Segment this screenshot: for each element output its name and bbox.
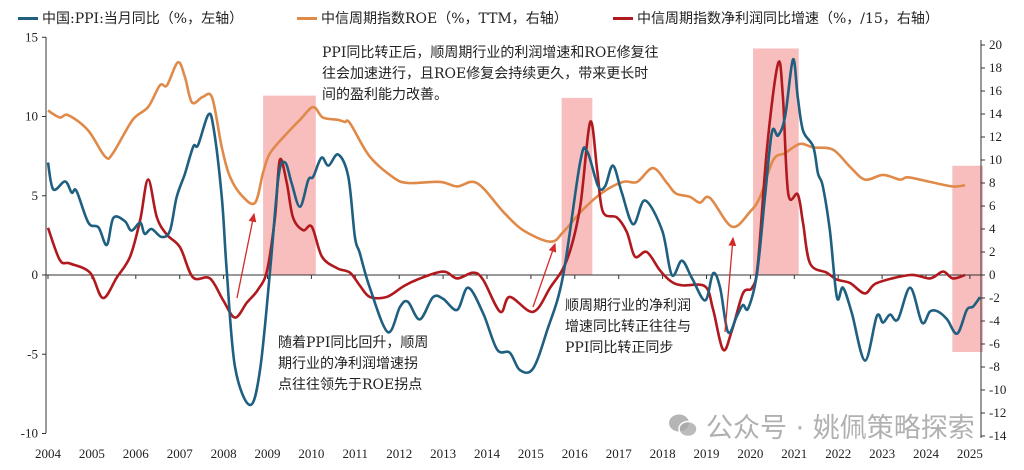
annotation-line: 期行业的净利润增速拐: [278, 356, 418, 372]
x-tick-label: 2007: [167, 446, 194, 461]
x-tick-label: 2014: [474, 446, 501, 461]
right-tick-label: 6: [989, 198, 996, 213]
annotation-profit-leads: 随着PPI同比回升，顺周 期行业的净利润增速拐 点往往领先于ROE拐点: [278, 333, 428, 396]
legend-label: 中信周期指数ROE（%，TTM，右轴）: [321, 11, 568, 27]
right-tick-label: -10: [989, 382, 1006, 397]
x-tick-label: 2016: [562, 446, 589, 461]
x-tick-label: 2012: [386, 446, 412, 461]
legend-item-profit: 中信周期指数净利润同比增速（%，/15，右轴）: [613, 8, 939, 28]
right-tick-label: -2: [989, 290, 1000, 305]
series-profit-growth-line: [46, 60, 966, 352]
left-tick-label: -10: [21, 426, 38, 441]
right-tick-label: -14: [989, 428, 1007, 443]
annotation-line: PPI同比转正后，顺周期行业的利润增速和ROE修复往: [322, 45, 659, 61]
x-tick-label: 2022: [825, 446, 851, 461]
legend-item-roe: 中信周期指数ROE（%，TTM，右轴）: [297, 8, 568, 28]
right-tick-label: -12: [989, 405, 1006, 420]
right-tick-label: 8: [989, 175, 996, 190]
legend-swatch: [18, 16, 38, 20]
x-tick-label: 2013: [430, 446, 456, 461]
right-tick-label: 18: [989, 60, 1002, 75]
x-tick-label: 2024: [913, 446, 940, 461]
x-tick-label: 2011: [343, 446, 369, 461]
annotation-roe-recovery: PPI同比转正后，顺周期行业的利润增速和ROE修复往 往会加速进行，且ROE修复…: [322, 43, 659, 106]
x-tick-label: 2019: [694, 446, 720, 461]
right-tick-label: -6: [989, 336, 1000, 351]
annotation-line: 增速同比转正往往与: [565, 319, 691, 335]
annotation-line: 间的盈利能力改善。: [322, 87, 448, 103]
right-tick-label: 10: [989, 152, 1002, 167]
annotation-profit-sync: 顺周期行业的净利润 增速同比转正往往与 PPI同比转正同步: [565, 296, 691, 359]
left-tick-label: 5: [32, 188, 39, 203]
legend-item-ppi: 中国:PPI:当月同比（%，左轴）: [18, 8, 243, 28]
x-tick-label: 2008: [211, 446, 237, 461]
right-tick-label: 12: [989, 129, 1002, 144]
x-tick-label: 2005: [79, 446, 105, 461]
x-tick-label: 2025: [957, 446, 983, 461]
annotation-arrow: [236, 212, 257, 299]
annotation-line: 点往往领先于ROE拐点: [278, 377, 423, 393]
annotation-line: 往会加速进行，且ROE修复会持续更久，带来更长时: [322, 66, 649, 82]
annotation-arrow: [532, 242, 557, 308]
right-tick-label: 14: [989, 106, 1003, 121]
left-tick-label: 15: [25, 29, 38, 44]
x-tick-label: 2017: [606, 446, 633, 461]
annotation-line: 顺周期行业的净利润: [565, 298, 691, 314]
watermark-text: 公众号 · 姚佩策略探索: [706, 413, 975, 444]
x-tick-label: 2009: [255, 446, 281, 461]
highlight-period: [952, 165, 984, 353]
wechat-icon: [668, 413, 698, 439]
right-tick-label: -4: [989, 313, 1000, 328]
legend-label: 中国:PPI:当月同比（%，左轴）: [42, 11, 244, 27]
annotation-line: PPI同比转正同步: [565, 340, 674, 356]
x-tick-label: 2021: [781, 446, 807, 461]
watermark: 公众号 · 姚佩策略探索: [668, 406, 975, 445]
right-tick-label: 0: [989, 267, 996, 282]
right-tick-label: 2: [989, 244, 996, 259]
x-tick-label: 2010: [298, 446, 324, 461]
right-tick-label: 20: [989, 37, 1002, 52]
series-ppi-line: [46, 58, 982, 407]
left-tick-label: 0: [32, 267, 39, 282]
left-tick-label: 10: [25, 109, 38, 124]
right-tick-label: 16: [989, 83, 1003, 98]
legend-swatch: [613, 16, 633, 20]
annotation-arrow: [724, 236, 737, 333]
x-tick-label: 2015: [518, 446, 544, 461]
annotation-line: 随着PPI同比回升，顺周: [278, 335, 429, 351]
legend-swatch: [297, 16, 317, 20]
legend-label: 中信周期指数净利润同比增速（%，/15，右轴）: [637, 11, 939, 27]
right-tick-label: -8: [989, 359, 1000, 374]
x-tick-label: 2004: [35, 446, 62, 461]
x-tick-label: 2018: [650, 446, 676, 461]
x-tick-label: 2006: [123, 446, 150, 461]
right-tick-label: 4: [989, 221, 996, 236]
legend: 中国:PPI:当月同比（%，左轴） 中信周期指数ROE（%，TTM，右轴） 中信…: [0, 8, 1024, 30]
x-tick-label: 2020: [737, 446, 763, 461]
left-tick-label: -5: [27, 346, 38, 361]
x-tick-label: 2023: [869, 446, 895, 461]
series-roe-line: [47, 60, 966, 243]
